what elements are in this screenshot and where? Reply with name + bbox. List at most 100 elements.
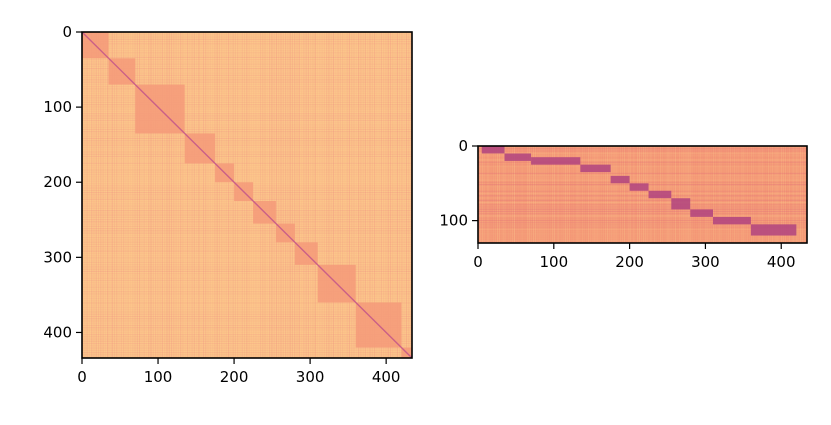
texture-column: [232, 32, 234, 358]
x-tick-label: 300: [691, 253, 720, 271]
texture-row: [82, 340, 412, 342]
texture-row: [82, 243, 412, 245]
plot-frame: [81, 31, 413, 359]
texture-row: [478, 175, 807, 177]
texture-column: [408, 32, 410, 358]
texture-row: [82, 297, 412, 300]
texture-row: [478, 206, 807, 208]
texture-row: [82, 295, 412, 297]
x-tick-label: 0: [473, 253, 483, 271]
texture-row: [82, 241, 412, 243]
texture-column: [141, 32, 143, 358]
texture-column: [614, 146, 616, 243]
texture-column: [620, 146, 622, 243]
texture-column: [401, 32, 403, 358]
texture-row: [478, 204, 807, 206]
texture-row: [82, 252, 412, 254]
texture-column: [373, 32, 376, 358]
texture-column: [189, 32, 191, 358]
texture-column: [123, 32, 125, 358]
texture-row: [82, 275, 412, 277]
texture-row: [82, 113, 412, 115]
texture-column: [310, 32, 312, 358]
texture-column: [563, 146, 565, 243]
texture-column: [764, 146, 766, 243]
texture-row: [478, 154, 807, 157]
texture-column: [523, 146, 525, 243]
texture-column: [713, 146, 714, 243]
texture-column: [405, 32, 408, 358]
texture-column: [629, 146, 631, 243]
texture-row: [478, 215, 807, 217]
texture-row: [82, 167, 412, 169]
texture-column: [599, 146, 601, 243]
texture-column: [109, 32, 111, 358]
texture-row: [82, 300, 412, 302]
texture-column: [209, 32, 211, 358]
texture-row: [82, 146, 412, 149]
texture-column: [104, 32, 106, 358]
texture-row: [82, 74, 412, 76]
texture-column: [699, 146, 701, 243]
texture-column: [510, 146, 512, 243]
texture-column: [173, 32, 175, 358]
texture-column: [479, 146, 481, 243]
texture-column: [603, 146, 605, 243]
texture-column: [559, 146, 561, 243]
texture-column: [798, 146, 800, 243]
texture-row: [82, 101, 412, 103]
texture-column: [506, 146, 508, 243]
texture-column: [139, 32, 141, 358]
texture-row: [82, 119, 412, 122]
texture-row: [82, 151, 412, 153]
texture-row: [82, 117, 412, 119]
texture-row: [82, 246, 412, 248]
texture-row: [82, 223, 412, 225]
texture-row: [478, 168, 807, 170]
texture-column: [111, 32, 113, 358]
plot-frame: [477, 145, 808, 244]
texture-row: [82, 122, 412, 124]
y-tick-label: 100: [43, 98, 72, 116]
texture-row: [478, 148, 807, 150]
texture-row: [82, 302, 412, 304]
texture-column: [542, 146, 544, 243]
texture-column: [150, 32, 152, 358]
diagonal-line: [81, 31, 413, 359]
texture-column: [328, 32, 330, 358]
texture-row: [82, 257, 412, 259]
texture-row: [82, 282, 412, 284]
texture-column: [788, 146, 790, 243]
texture-column: [517, 146, 519, 243]
texture-column: [351, 32, 353, 358]
texture-column: [565, 146, 567, 243]
texture-row: [82, 214, 412, 216]
texture-row: [82, 304, 412, 306]
texture-column: [191, 32, 193, 358]
texture-column: [396, 32, 398, 358]
texture-column: [84, 32, 86, 358]
texture-row: [82, 311, 412, 313]
texture-column: [540, 146, 542, 243]
texture-column: [182, 32, 184, 358]
texture-column: [378, 32, 380, 358]
texture-row: [82, 232, 412, 234]
texture-column: [196, 32, 198, 358]
texture-row: [82, 318, 412, 320]
texture-row: [82, 99, 412, 101]
texture-column: [316, 32, 319, 358]
texture-row: [478, 181, 807, 183]
texture-column: [796, 146, 798, 243]
texture-column: [595, 146, 597, 243]
texture-column: [127, 32, 129, 358]
texture-column: [608, 146, 610, 243]
texture-row: [82, 266, 412, 268]
diagonal-segment: [610, 175, 630, 184]
diagonal-segment: [713, 216, 751, 225]
texture-column: [389, 32, 392, 358]
texture-row: [82, 52, 412, 54]
texture-column: [330, 32, 332, 358]
texture-row: [82, 63, 412, 65]
texture-row: [82, 108, 412, 110]
texture-column: [686, 146, 688, 243]
